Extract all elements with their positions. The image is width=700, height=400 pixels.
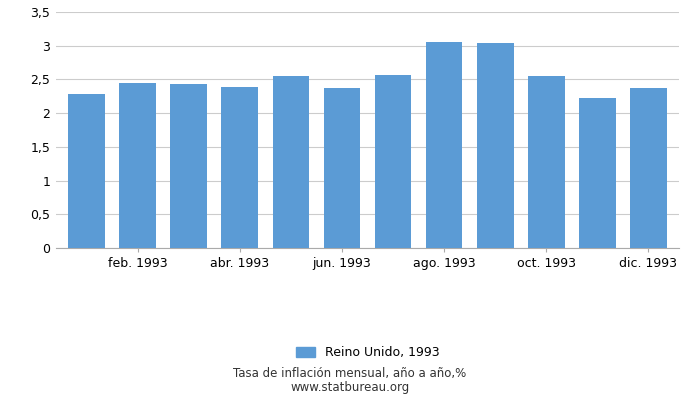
Bar — [477, 43, 514, 248]
Bar — [630, 88, 666, 248]
Bar — [69, 94, 105, 248]
Text: www.statbureau.org: www.statbureau.org — [290, 382, 410, 394]
Bar — [119, 83, 156, 248]
Bar — [426, 42, 463, 248]
Bar — [528, 76, 565, 248]
Text: Tasa de inflación mensual, año a año,%: Tasa de inflación mensual, año a año,% — [233, 368, 467, 380]
Bar — [579, 98, 616, 248]
Bar — [374, 75, 412, 248]
Bar — [323, 88, 360, 248]
Bar — [170, 84, 207, 248]
Bar — [272, 76, 309, 248]
Legend: Reino Unido, 1993: Reino Unido, 1993 — [290, 342, 444, 364]
Bar — [221, 87, 258, 248]
